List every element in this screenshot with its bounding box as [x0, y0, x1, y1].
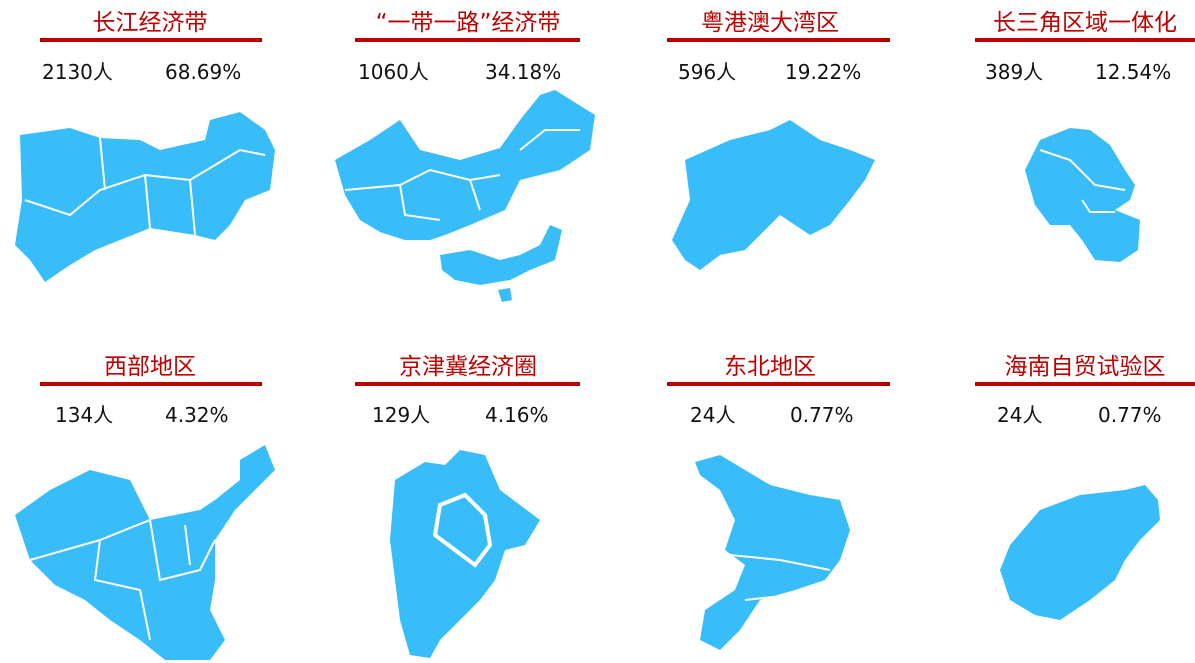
map-hainan: [1000, 485, 1160, 620]
map-west: [15, 445, 275, 660]
panel-percent: 0.77%: [790, 403, 854, 427]
map-yrd: [1025, 128, 1140, 262]
panel-count: 389人: [985, 60, 1043, 84]
panel-title: 粤港澳大湾区: [701, 10, 839, 36]
panel-percent: 68.69%: [165, 60, 241, 84]
panel-percent: 19.22%: [785, 60, 861, 84]
panel-title: 东北地区: [724, 354, 816, 380]
map-border: [344, 129, 580, 221]
panel-percent: 12.54%: [1095, 60, 1171, 84]
panel-count: 1060人: [358, 60, 429, 84]
panel-title: 海南自贸试验区: [1005, 354, 1166, 380]
map-belt-road-south: [440, 225, 562, 302]
panel-title: 长江经济带: [93, 10, 208, 36]
panels: 长江经济带 2130人 68.69% “一带一路”经济带 1060人 34.18% 粤港澳大…: [40, 10, 1195, 427]
map-border: [729, 554, 831, 601]
panel-title: 长三角区域一体化: [993, 10, 1177, 36]
map-northeast: [695, 455, 850, 650]
map-jjj: [390, 450, 540, 658]
panel-title: 西部地区: [104, 354, 196, 380]
panel-count: 24人: [997, 403, 1042, 427]
map-belt-road: [335, 90, 595, 240]
panel-count: 134人: [55, 403, 113, 427]
map-border: [24, 137, 266, 236]
map-border: [29, 519, 216, 641]
map-border: [1039, 149, 1126, 213]
panel-count: 2130人: [42, 60, 113, 84]
map-yangtze: [15, 112, 275, 282]
maps: [15, 90, 1160, 660]
panel-count: 129人: [372, 403, 430, 427]
panel-percent: 4.16%: [485, 403, 549, 427]
panel-percent: 34.18%: [485, 60, 561, 84]
panel-count: 24人: [690, 403, 735, 427]
map-gba: [672, 120, 875, 270]
panel-percent: 0.77%: [1098, 403, 1162, 427]
panel-title: 京津冀经济圈: [399, 354, 537, 380]
panel-title: “一带一路”经济带: [376, 10, 561, 36]
panel-percent: 4.32%: [165, 403, 229, 427]
map-border: [432, 492, 493, 568]
panel-count: 596人: [678, 60, 736, 84]
